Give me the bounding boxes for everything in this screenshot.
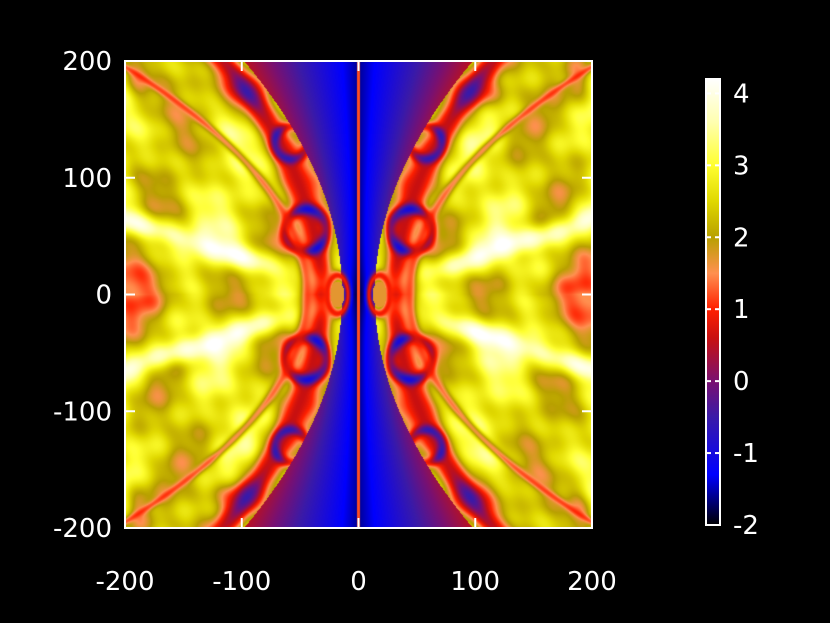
colorbar: -2 -1 0 1 2 3 4 (705, 78, 759, 541)
y-tick-label: 200 (62, 47, 112, 77)
colorbar-tick-label: 2 (733, 223, 750, 253)
y-tick-labels: -200 -100 0 100 200 (53, 47, 112, 544)
x-tick-label: 0 (350, 567, 367, 597)
colorbar-fill (706, 79, 720, 525)
plot-ticks (124, 60, 593, 529)
y-tick-label: -100 (53, 397, 112, 427)
y-tick-label: 100 (62, 164, 112, 194)
y-tick-label: -200 (53, 514, 112, 544)
colorbar-tick-label: 0 (733, 367, 750, 397)
colorbar-ticks (706, 92, 720, 526)
x-tick-label: -100 (212, 567, 271, 597)
y-tick-label: 0 (95, 281, 112, 311)
x-tick-label: 100 (450, 567, 500, 597)
colorbar-tick-label: 3 (733, 151, 750, 181)
colorbar-tick-label: -1 (733, 439, 759, 469)
heatmap-image (125, 61, 592, 528)
x-tick-label: -200 (95, 567, 154, 597)
colorbar-tick-labels: -2 -1 0 1 2 3 4 (733, 79, 759, 541)
colorbar-tick-label: 1 (733, 295, 750, 325)
colorbar-tick-label: 4 (733, 79, 750, 109)
x-tick-labels: -200 -100 0 100 200 (95, 567, 616, 597)
colorbar-frame (705, 78, 721, 526)
heatmap-panel (124, 60, 593, 529)
x-tick-label: 200 (567, 567, 617, 597)
heatmap-image-container (125, 61, 592, 528)
colorbar-tick-label: -2 (733, 511, 759, 541)
